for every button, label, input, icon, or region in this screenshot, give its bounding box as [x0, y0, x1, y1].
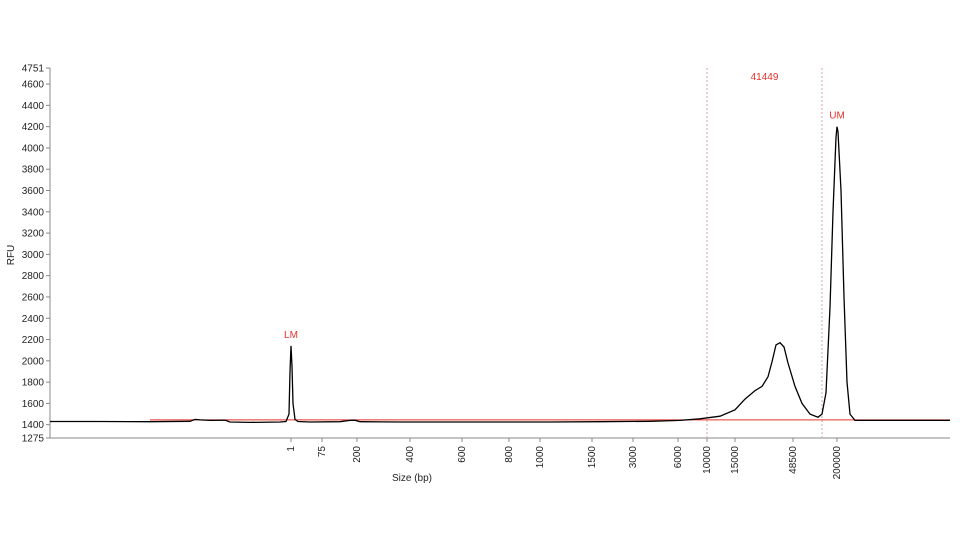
- x-tick-label: 15000: [730, 446, 741, 474]
- y-tick-label: 2800: [22, 271, 45, 282]
- y-tick-label: 3600: [22, 186, 45, 197]
- y-tick-label: 4400: [22, 101, 45, 112]
- x-tick-label: 200: [352, 446, 363, 463]
- x-tick-label: 3000: [628, 446, 639, 469]
- trace: [50, 126, 950, 424]
- y-tick-label: 3800: [22, 165, 45, 176]
- y-tick-label: 2600: [22, 292, 45, 303]
- y-axis-label: RFU: [6, 245, 17, 266]
- x-tick-label: 6000: [673, 446, 684, 469]
- x-tick-label: 75: [317, 446, 328, 458]
- x-tick-label: 800: [504, 446, 515, 463]
- y-tick-label: 1600: [22, 399, 45, 410]
- y-tick-label: 1800: [22, 378, 45, 389]
- x-tick-label: 600: [457, 446, 468, 463]
- peak-label: LM: [284, 330, 298, 341]
- y-tick-label: 3200: [22, 229, 45, 240]
- y-tick-label: 2200: [22, 335, 45, 346]
- region-label: 41449: [751, 72, 779, 83]
- y-tick-label: 1275: [22, 434, 45, 445]
- y-tick-label: 1400: [22, 420, 45, 431]
- x-tick-label: 400: [405, 446, 416, 463]
- y-tick-label: 4751: [22, 64, 45, 75]
- x-tick-label: 1: [286, 446, 297, 452]
- x-tick-label: 1000: [535, 446, 546, 469]
- x-axis-label: Size (bp): [392, 473, 432, 484]
- y-tick-label: 4200: [22, 122, 45, 133]
- y-tick-label: 2000: [22, 356, 45, 367]
- x-tick-label: 1500: [587, 446, 598, 469]
- x-tick-label: 10000: [702, 446, 713, 474]
- y-tick-label: 3400: [22, 207, 45, 218]
- x-tick-label: 48500: [788, 446, 799, 474]
- y-tick-label: 2400: [22, 314, 45, 325]
- peak-label: UM: [829, 111, 845, 122]
- y-tick-label: 3000: [22, 250, 45, 261]
- y-tick-label: 4000: [22, 143, 45, 154]
- y-tick-label: 4600: [22, 80, 45, 91]
- x-tick-label: 200000: [832, 446, 843, 480]
